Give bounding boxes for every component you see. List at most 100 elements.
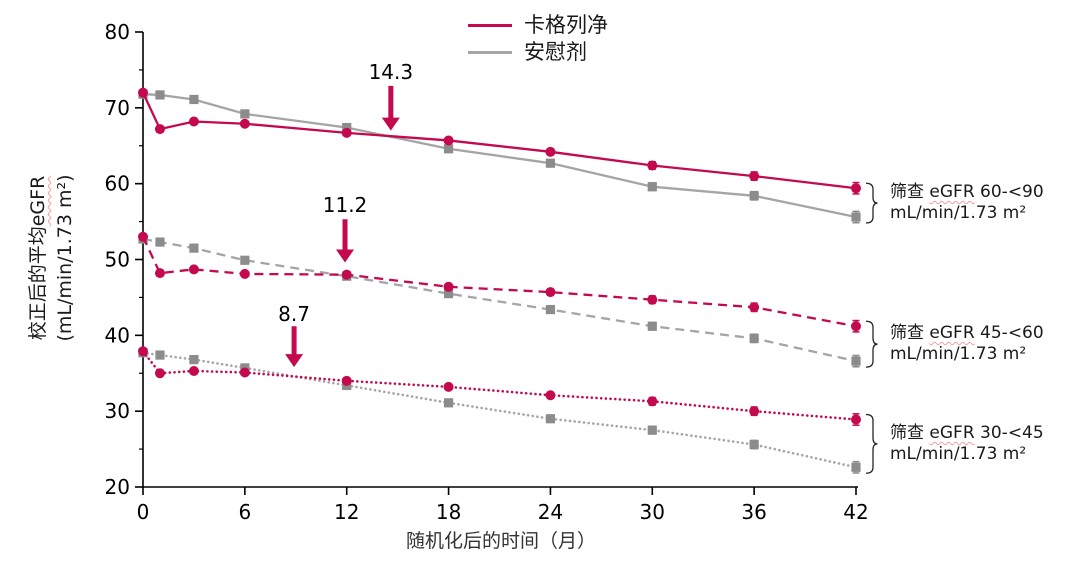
marker-canagliflozin	[545, 146, 556, 157]
marker-canagliflozin	[138, 231, 148, 242]
marker-canagliflozin	[341, 375, 352, 386]
marker-canagliflozin	[749, 171, 760, 182]
marker-placebo	[189, 355, 199, 365]
marker-placebo	[443, 144, 454, 154]
marker-placebo	[155, 90, 165, 100]
marker-placebo	[749, 333, 759, 343]
legend: 卡格列净 安慰剂	[468, 12, 608, 66]
x-tick-label: 18	[436, 500, 461, 524]
legend-label-placebo: 安慰剂	[524, 40, 587, 64]
marker-canagliflozin	[851, 183, 861, 194]
marker-placebo	[749, 439, 759, 450]
marker-canagliflozin	[647, 396, 658, 407]
y-axis-title-line1: 校正后的平均eGFR	[27, 175, 49, 341]
y-tick-label: 60	[105, 172, 130, 196]
group-label-egfr-45-60: 筛查 eGFR 45-<60 mL/min/1.73 m²	[890, 323, 1044, 365]
y-tick-label: 30	[105, 399, 130, 423]
marker-placebo	[155, 350, 165, 360]
marker-placebo	[240, 109, 250, 119]
marker-placebo	[851, 356, 861, 366]
annotation-arrow	[336, 219, 355, 263]
marker-canagliflozin	[851, 414, 861, 425]
marker-canagliflozin	[154, 268, 165, 279]
y-tick-label: 70	[105, 96, 130, 120]
y-axis-title: 校正后的平均eGFR (mL/min/1.73 m²)	[25, 98, 79, 418]
marker-canagliflozin	[138, 346, 148, 357]
marker-placebo	[647, 321, 657, 331]
x-axis-title: 随机化后的时间（月）	[405, 530, 597, 552]
x-tick-label: 24	[538, 500, 563, 524]
marker-placebo	[189, 243, 199, 253]
y-tick-label: 20	[105, 475, 130, 499]
y-tick-label: 50	[105, 248, 130, 272]
placebo-line-swatch	[468, 51, 512, 54]
group-label-egfr-30-45: 筛查 eGFR 30-<45 mL/min/1.73 m²	[890, 422, 1044, 464]
series-canagliflozin-egfr-60-90	[138, 87, 861, 195]
annotation-arrow	[285, 326, 304, 368]
group-brace	[865, 320, 878, 368]
annotation-label-11-2: 11.2	[322, 192, 368, 217]
marker-canagliflozin	[154, 368, 165, 379]
series-canagliflozin-egfr-30-45	[138, 346, 861, 426]
marker-placebo	[545, 414, 556, 424]
marker-canagliflozin	[154, 124, 165, 135]
marker-canagliflozin	[188, 116, 199, 127]
marker-canagliflozin	[443, 281, 454, 292]
group-brace	[865, 413, 878, 474]
x-tick-label: 12	[334, 500, 359, 524]
marker-canagliflozin	[749, 406, 760, 417]
annotation-label-8-7: 8.7	[278, 302, 310, 327]
x-tick-label: 6	[238, 500, 251, 524]
marker-canagliflozin	[239, 118, 250, 129]
y-tick-label: 80	[105, 20, 130, 44]
marker-placebo	[851, 462, 861, 472]
marker-canagliflozin	[188, 264, 199, 275]
marker-canagliflozin	[851, 321, 861, 332]
marker-canagliflozin	[443, 381, 454, 392]
marker-placebo	[189, 94, 199, 105]
marker-canagliflozin	[647, 160, 658, 171]
marker-canagliflozin	[239, 367, 250, 378]
marker-placebo	[443, 289, 454, 299]
marker-canagliflozin	[545, 390, 556, 401]
axes: 20 30 40 50 60 70 80 0 6 12 18 24 30 36 42	[105, 20, 869, 524]
annotation-label-14-3: 14.3	[368, 60, 414, 85]
marker-placebo	[749, 191, 759, 201]
marker-canagliflozin	[138, 87, 148, 98]
marker-placebo	[851, 212, 861, 222]
marker-canagliflozin	[239, 268, 250, 279]
group-brace	[865, 182, 878, 224]
group-label-egfr-60-90: 筛查 eGFR 60-<90 mL/min/1.73 m²	[890, 182, 1044, 224]
marker-canagliflozin	[341, 127, 352, 138]
series-canagliflozin-egfr-45-60	[138, 231, 861, 333]
marker-placebo	[647, 182, 657, 192]
marker-canagliflozin	[545, 287, 556, 298]
canagliflozin-line-swatch	[468, 24, 512, 27]
series-placebo-egfr-45-60	[138, 234, 861, 368]
marker-placebo	[443, 398, 454, 408]
legend-item-canagliflozin: 卡格列净	[468, 12, 608, 39]
marker-canagliflozin	[188, 365, 199, 376]
x-tick-label: 36	[741, 500, 766, 524]
y-axis-title-line2: (mL/min/1.73 m²)	[54, 174, 76, 342]
legend-item-placebo: 安慰剂	[468, 39, 608, 66]
annotation-arrow	[381, 85, 400, 131]
marker-canagliflozin	[341, 269, 352, 280]
legend-label-canagliflozin: 卡格列净	[524, 13, 608, 37]
marker-canagliflozin	[749, 302, 760, 313]
x-tick-label: 0	[137, 500, 150, 524]
marker-placebo	[155, 237, 165, 247]
y-tick-label: 40	[105, 323, 130, 347]
series-placebo-egfr-60-90	[138, 89, 861, 224]
marker-placebo	[545, 158, 556, 168]
marker-canagliflozin	[443, 135, 454, 146]
marker-placebo	[240, 255, 250, 265]
series-placebo-egfr-30-45	[138, 348, 861, 474]
x-tick-label: 42	[843, 500, 868, 524]
marker-placebo	[545, 304, 556, 315]
marker-placebo	[647, 425, 657, 435]
x-tick-label: 30	[640, 500, 665, 524]
marker-canagliflozin	[647, 294, 658, 305]
